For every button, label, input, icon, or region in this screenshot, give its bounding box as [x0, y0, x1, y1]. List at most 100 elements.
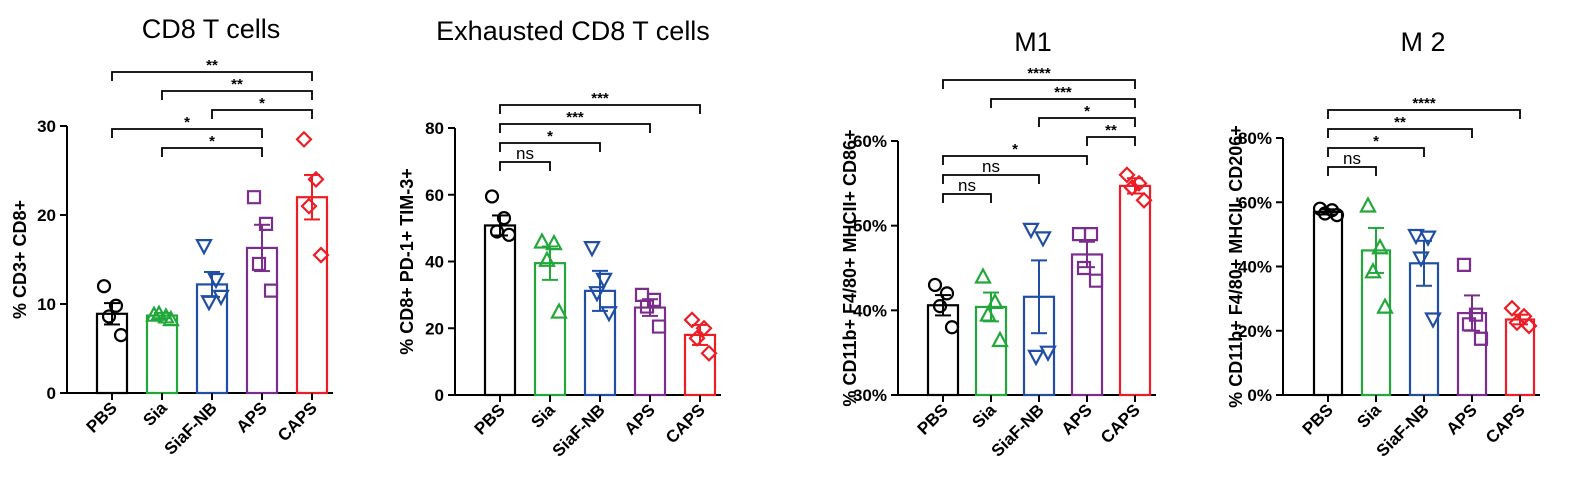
y-tick-label: 0 [47, 384, 56, 403]
data-point [484, 189, 500, 204]
data-point [200, 295, 218, 312]
data-point [251, 256, 267, 272]
data-point [588, 286, 606, 303]
chart-panel-4: M 2 % CD11b+ F4/80+ MHCII- CD206+ 0% 20% 40%… [1226, 27, 1540, 461]
significance-label: *** [566, 109, 584, 126]
data-point [1039, 345, 1057, 362]
y-tick-label: 0% [1247, 386, 1272, 405]
data-point [1118, 166, 1136, 184]
y-tick-label: 20% [1238, 322, 1272, 341]
chart-title: CD8 T cells [142, 14, 281, 44]
data-point [108, 298, 124, 313]
significance-bracket [1327, 128, 1473, 138]
significance-label: ** [1105, 122, 1117, 139]
data-point [501, 227, 517, 242]
x-tick-label: APS [1443, 400, 1481, 438]
data-point [683, 311, 701, 329]
chart-title: M1 [1014, 27, 1052, 57]
data-point [991, 330, 1009, 348]
data-point [1424, 312, 1442, 329]
significance-label: * [1373, 133, 1379, 150]
y-tick-label: 60% [853, 132, 887, 151]
bar-sia [533, 262, 567, 397]
data-point [538, 250, 556, 267]
bar-pbs [95, 312, 129, 395]
data-point [1083, 227, 1099, 242]
y-tick-label: 50% [853, 217, 887, 236]
significance-label: * [1012, 141, 1018, 158]
significance-bracket [499, 142, 601, 152]
x-tick-label: CAPS [1482, 400, 1529, 447]
significance-label: *** [1054, 84, 1072, 101]
y-tick-label: 10 [37, 295, 56, 314]
data-point [639, 299, 655, 314]
y-tick-label: 60% [1238, 193, 1272, 212]
significance-label: ns [1343, 149, 1361, 168]
data-point [212, 289, 230, 307]
data-point [101, 309, 117, 324]
significance-bracket [161, 147, 263, 157]
x-tick-label: SiaF-NB [988, 400, 1048, 460]
data-point [1473, 331, 1489, 346]
chart-title: M 2 [1400, 27, 1445, 57]
x-tick-label: CAPS [662, 400, 709, 447]
data-point [986, 292, 1004, 309]
data-point [295, 130, 313, 148]
data-point [258, 216, 274, 231]
bar-pbs [926, 304, 960, 397]
data-point [932, 299, 948, 314]
significance-label: ** [231, 76, 243, 93]
data-point [1034, 231, 1052, 248]
chart-panel-2: Exhausted CD8 T cells % CD8+ PD-1+ TIM-3+… [397, 16, 721, 461]
bar-caps [295, 196, 329, 395]
data-point [939, 286, 955, 301]
significance-label: * [259, 95, 265, 112]
significance-label: **** [1027, 65, 1051, 82]
bar-pbs [483, 224, 517, 397]
data-point [96, 279, 112, 294]
data-point [974, 267, 992, 284]
data-point [263, 283, 279, 298]
data-point [1359, 196, 1377, 213]
chart-title: Exhausted CD8 T cells [436, 16, 710, 46]
significance-bracket [499, 104, 701, 114]
y-tick-label: 60 [425, 186, 444, 205]
x-tick-label: PBS [83, 398, 121, 436]
significance-bracket [161, 90, 313, 100]
x-tick-label: Sia [1353, 400, 1385, 432]
data-point [583, 241, 601, 258]
data-point [595, 272, 613, 290]
significance-label: * [547, 128, 553, 145]
chart-panel-1: CD8 T cells % CD3+ CD8+ 0 10 20 30 PBS SiaSiaF-… [10, 14, 333, 459]
significance-bracket [942, 193, 992, 203]
data-point [1088, 273, 1104, 288]
x-tick-label: PBS [1299, 400, 1337, 438]
x-tick-label: Sia [527, 400, 559, 432]
data-point [979, 305, 997, 322]
significance-label: ** [1394, 114, 1406, 131]
data-point [600, 306, 618, 323]
data-point [312, 246, 330, 264]
y-tick-label: 20 [37, 206, 56, 225]
data-point [927, 277, 943, 293]
y-axis-label: % CD11b+ F4/80+ MHCII+ CD86+ [840, 129, 860, 406]
significance-bracket [942, 79, 1136, 89]
significance-label: * [184, 114, 190, 131]
data-point [300, 197, 318, 215]
data-point [688, 329, 706, 347]
y-tick-label: 30% [853, 386, 887, 405]
data-point [113, 328, 129, 343]
significance-label: **** [1412, 95, 1436, 112]
data-point [1371, 237, 1389, 255]
x-tick-label: APS [1058, 400, 1096, 438]
data-point [1329, 208, 1345, 223]
data-point [1376, 297, 1394, 314]
y-tick-label: 80 [425, 119, 444, 138]
significance-label: ns [516, 144, 534, 163]
data-point [944, 320, 960, 335]
significance-bracket [1086, 136, 1136, 146]
significance-bracket [942, 155, 1088, 165]
x-tick-label: PBS [471, 400, 509, 438]
x-tick-label: CAPS [1097, 400, 1144, 447]
